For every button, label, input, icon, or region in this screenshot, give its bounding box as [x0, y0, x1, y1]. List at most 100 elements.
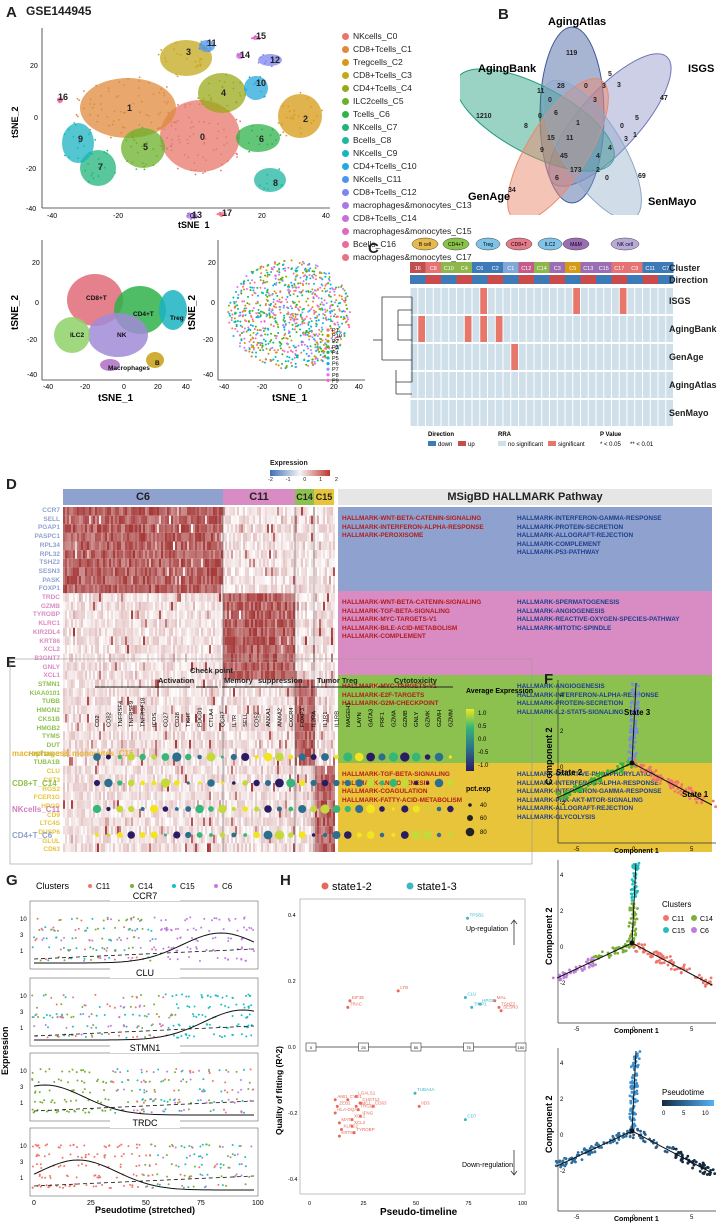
cluster-num-12: 12: [270, 55, 280, 65]
d-pathway-down: HALLMARK-ALLOGRAFT-REJECTION: [517, 805, 634, 813]
sample-legend-label: P9: [332, 378, 339, 384]
d-pathway-down: HALLMARK-INTERFERON-GAMMA-RESPONSE: [517, 515, 662, 522]
direction-cell: [580, 275, 596, 284]
rra-cell: [410, 400, 418, 426]
rra-cell: [526, 344, 534, 370]
rra-cell: [635, 372, 642, 398]
e-dot: [379, 806, 385, 812]
d-gene-label: B3GNT7: [34, 654, 60, 662]
row-label-cluster: Cluster: [669, 263, 701, 273]
cluster-legend-dot: [342, 163, 349, 170]
celltype-label-nk: NK: [117, 332, 127, 339]
celltype-label-mac: Macrophages: [108, 365, 150, 372]
d-pathway-box: HALLMARK-TGF-BETA-SIGNALING HALLMARK-ANGI…: [338, 763, 712, 852]
venn-count: 5: [608, 71, 612, 78]
cluster-code-cell: [410, 262, 426, 273]
e-dot: [161, 753, 170, 761]
e-dot: [356, 832, 362, 838]
e-dot: [106, 806, 111, 812]
f-ytick: 4: [560, 1061, 564, 1067]
cluster-legend-item: CD8+Tcells_C3: [342, 69, 472, 82]
rra-cell: [526, 372, 534, 398]
d-pathway-down: HALLMARK-PROTEIN-SECRETION: [517, 700, 624, 708]
e-gene-label: LAYN: [357, 712, 363, 727]
h-gene-point: [354, 1104, 358, 1108]
f-pt-t1: 5: [682, 1111, 686, 1117]
rra-cell: [410, 372, 418, 398]
celltype-label-ilc2: ILC2: [70, 332, 84, 339]
venn-count: 3: [602, 83, 606, 90]
rra-cell: [658, 316, 666, 342]
cluster-legend-label: NKcells_C11: [353, 174, 402, 184]
e-dot: [231, 806, 236, 812]
cell-group-badge: [537, 237, 563, 251]
row-label-direction: Direction: [669, 275, 708, 285]
f-ylabel-1: Component 2: [544, 728, 554, 786]
h-gene-label: TPSB2: [470, 912, 485, 917]
e-gene-label: SELL: [243, 712, 249, 727]
rra-cell: [526, 288, 534, 314]
rra-cell: [565, 344, 573, 370]
e-dot: [366, 778, 375, 788]
cluster-num-2: 2: [303, 114, 308, 124]
d-gene-label: TRDC: [41, 594, 60, 602]
a-ylabel: tSNE_2: [10, 106, 20, 138]
d-expression-title: Expression: [270, 460, 308, 467]
rra-cell: [542, 400, 549, 426]
venn-count: 9: [540, 147, 544, 154]
e-dot: [186, 781, 190, 785]
e-dot: [411, 752, 421, 762]
sample-legend-dot: [326, 345, 330, 349]
e-dot: [434, 752, 444, 762]
d-pathway-down: HALLMARK-PROTEIN-SECRETION: [517, 523, 624, 531]
venn-count: 1: [576, 120, 580, 127]
cluster-num-17: 17: [222, 208, 232, 218]
e-dot: [209, 833, 213, 837]
f-ytick: -2: [560, 981, 566, 987]
h-xtick: 100: [518, 1201, 527, 1207]
h-gene-point: [358, 1114, 362, 1118]
rra-cell: [464, 288, 472, 314]
sample-legend-dot: [326, 356, 330, 360]
a2-xtick-0: -40: [43, 384, 53, 391]
e-dot: [311, 833, 316, 837]
f-xtick: 5: [690, 1027, 694, 1033]
e-gene-label: GZMA: [391, 710, 397, 727]
e-dot: [447, 779, 454, 787]
cluster-code-cell: [518, 262, 534, 273]
cluster-code-cell: [549, 262, 565, 273]
h-timeline-mark: 100: [518, 1045, 525, 1050]
tsne-sub-plots: -40 -20 0 20 40 -40 -20 0 20 40 20 0 -20…: [10, 240, 365, 404]
f-pt-t0: 0: [662, 1111, 666, 1117]
rra-cell: [581, 316, 588, 342]
cell-group-badge: [562, 237, 590, 251]
venn-count: 1210: [476, 113, 492, 120]
d-gene-label: DUSP6: [38, 829, 60, 837]
rra-cell: [418, 288, 425, 314]
h-gene-label: XCL1: [354, 1114, 366, 1119]
a-ytick-0: 20: [30, 63, 38, 70]
rra-cell: [635, 344, 642, 370]
cell-group-label: CD4+T: [448, 242, 464, 248]
h-gene-label: CHST12: [362, 1097, 380, 1102]
g-xtick: 100: [252, 1200, 264, 1207]
d-pathway-up: HALLMARK-TGF-BETA-SIGNALING: [342, 607, 450, 615]
e-dot: [263, 830, 273, 840]
rra-cell: [596, 344, 604, 370]
e-dot: [332, 805, 341, 813]
d-gene-label: HMGB2: [36, 724, 60, 732]
cluster-code-cell: [627, 262, 643, 273]
rra-cell: [596, 288, 604, 314]
g-ytick: 1: [20, 949, 24, 955]
d-pathway-up: HALLMARK-ANGIOGENESIS: [342, 779, 430, 787]
rra-cell: [581, 400, 588, 426]
sample-legend-dot: [326, 378, 330, 382]
h-gene-point: [352, 1131, 356, 1135]
cluster-code-label: C3: [554, 266, 561, 272]
g-xtick: 25: [87, 1200, 95, 1207]
venn-set-senmayo: [542, 79, 642, 215]
f-trajectory-plots: State 3 State 2 State 1 Component 1 Comp…: [544, 680, 717, 1223]
venn-count: 1: [633, 132, 637, 139]
celltype-blob: [54, 317, 90, 353]
cluster-num-9: 9: [78, 134, 83, 144]
